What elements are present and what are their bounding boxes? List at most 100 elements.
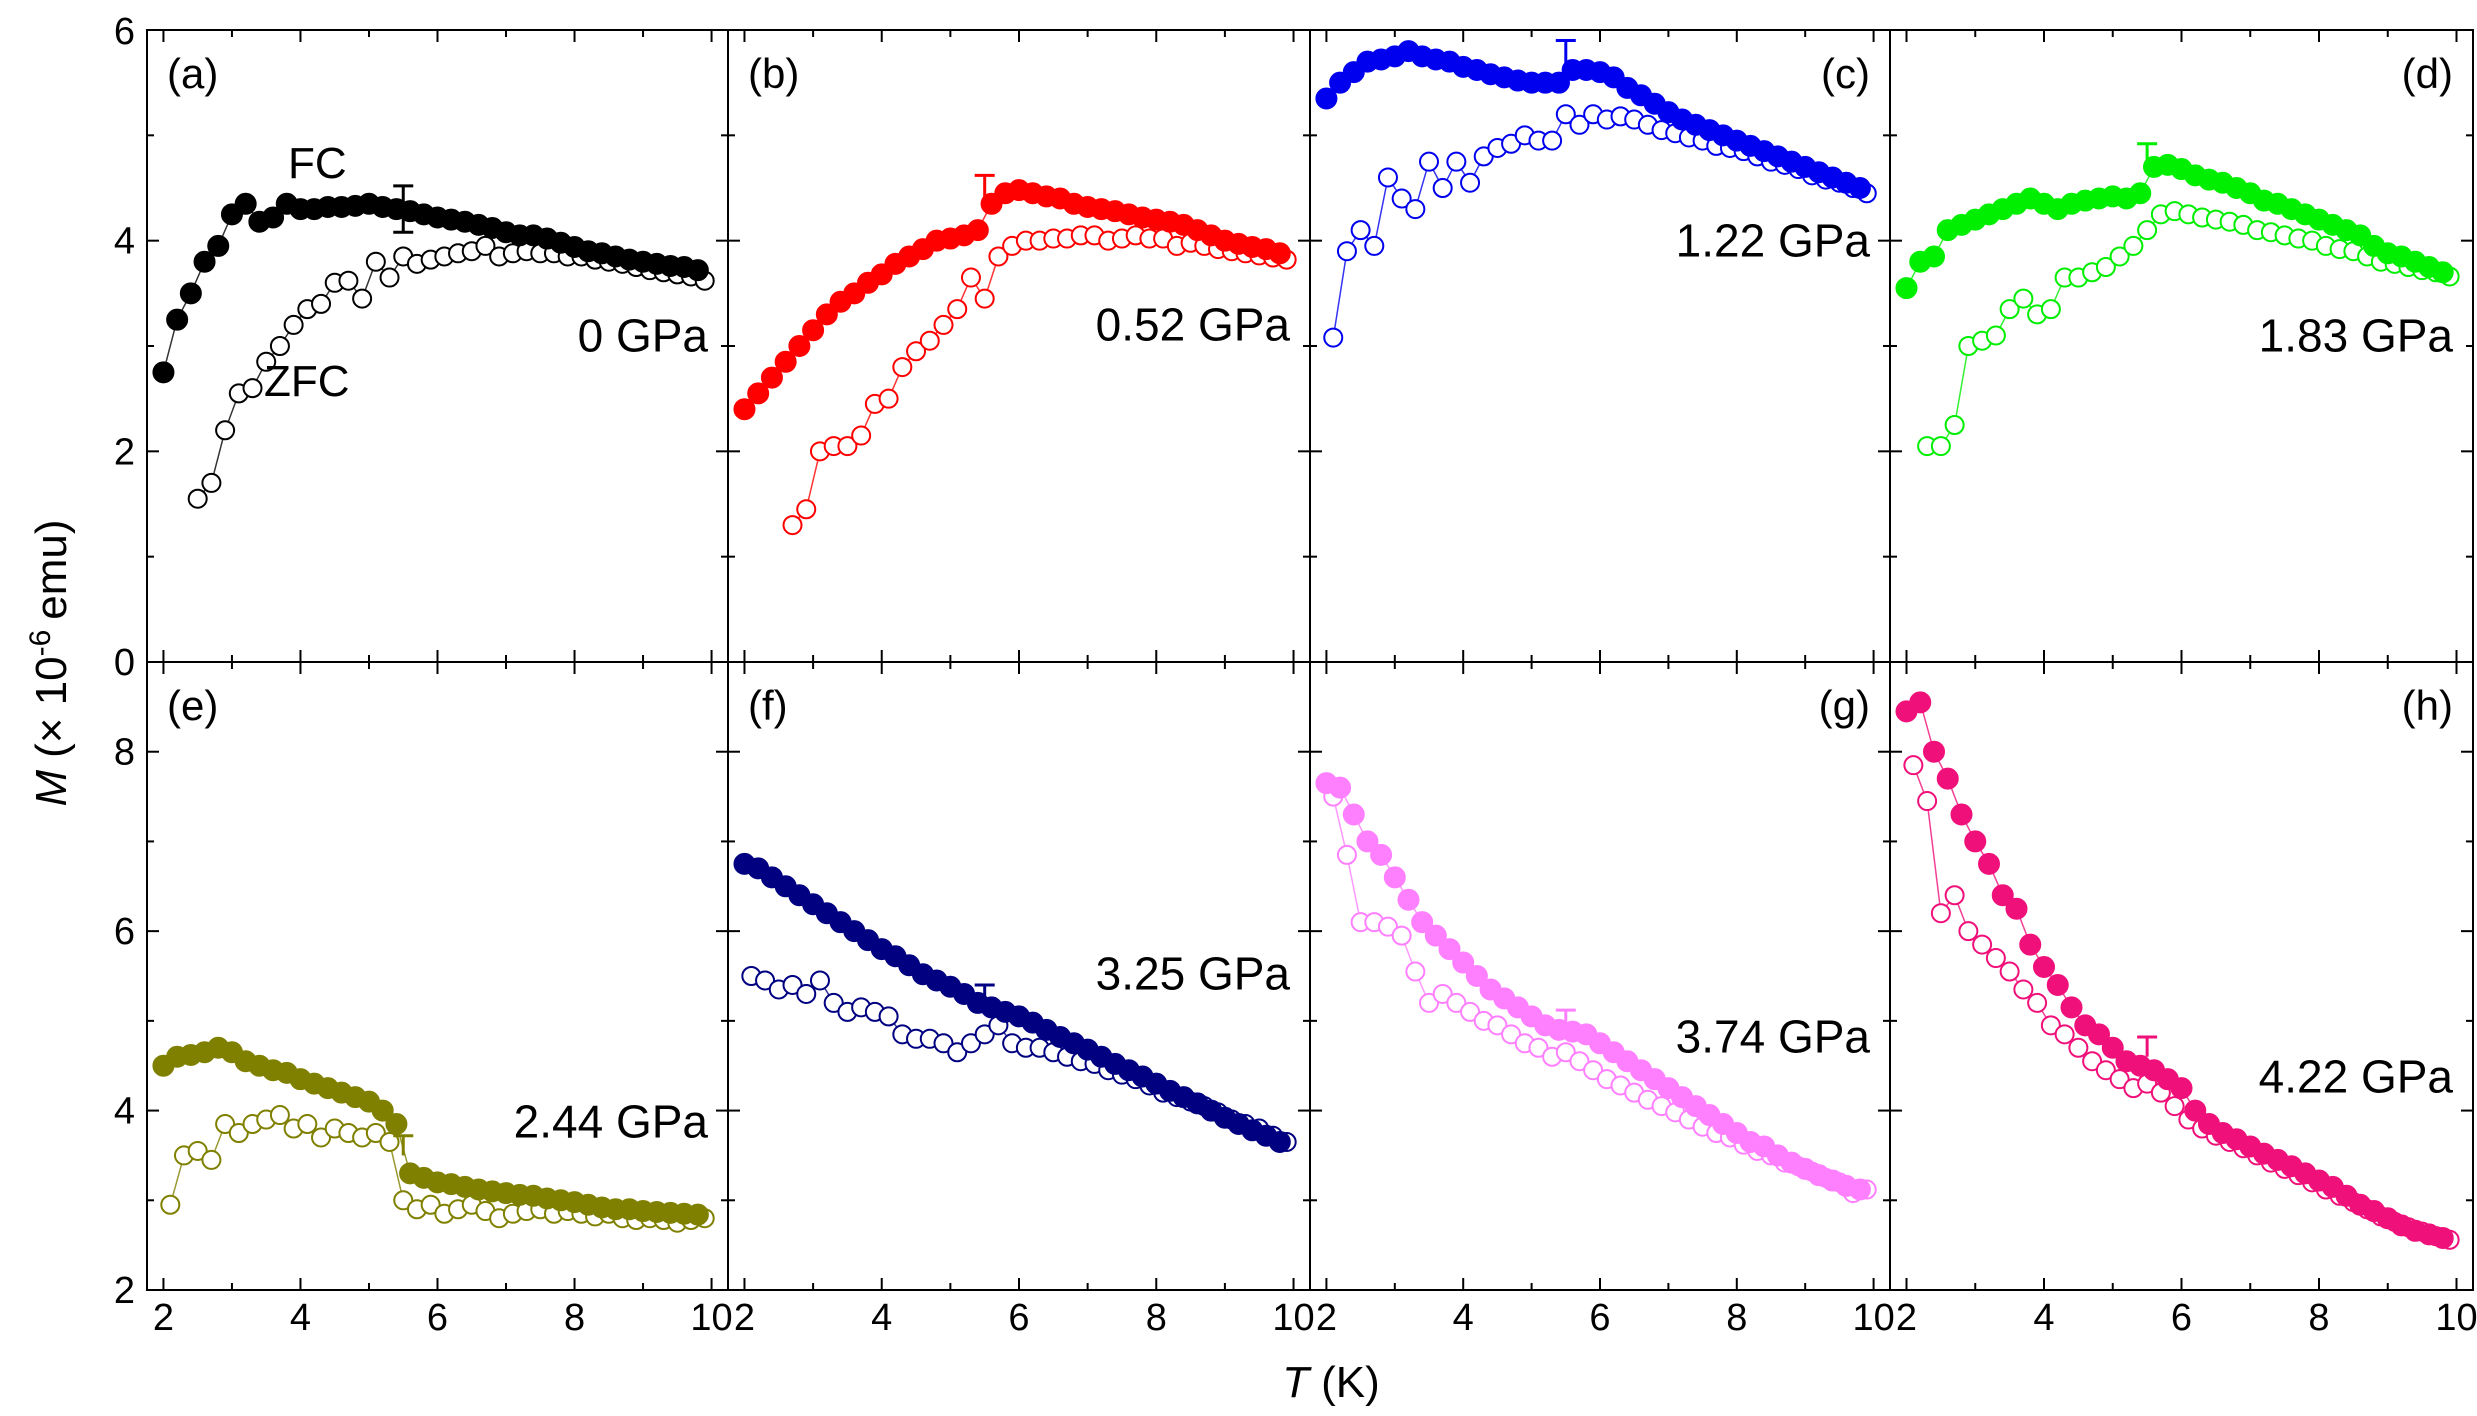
zfc-point xyxy=(365,251,386,272)
panel-letter: (g) xyxy=(1819,682,1870,729)
zfc-point xyxy=(1391,188,1412,209)
fc-point xyxy=(371,1099,394,1122)
y-tick-label: 4 xyxy=(114,1091,135,1133)
x-tick-label: 4 xyxy=(290,1297,311,1339)
x-tick-label: 6 xyxy=(1008,1297,1029,1339)
zfc-point xyxy=(755,970,776,991)
zfc-point xyxy=(2137,220,2158,241)
zfc-point xyxy=(974,288,995,309)
panel-frame xyxy=(1309,661,1891,1291)
panel-b: (b) 0.52 GPa xyxy=(727,29,1311,663)
zfc-point xyxy=(933,314,954,335)
zfc-point xyxy=(837,436,858,457)
fc-point xyxy=(207,234,230,257)
y-tick-label: 0 xyxy=(114,642,135,684)
zfc-point xyxy=(851,425,872,446)
fc-point xyxy=(1356,830,1379,853)
zfc-point xyxy=(1405,961,1426,982)
zfc-point xyxy=(311,1127,332,1148)
x-tick-label: 10 xyxy=(690,1297,732,1339)
fc-point xyxy=(1964,830,1987,853)
zfc-point xyxy=(1985,325,2006,346)
zfc-point xyxy=(1432,983,1453,1004)
fc-point xyxy=(1424,924,1447,947)
pressure-label: 3.25 GPa xyxy=(1096,947,1291,999)
x-tick-label: 8 xyxy=(564,1297,585,1339)
x-tick-label: 8 xyxy=(2308,1297,2329,1339)
fc-point xyxy=(1909,691,1932,714)
x-tick-label: 2 xyxy=(1316,1297,1337,1339)
zfc-point xyxy=(2109,1069,2130,1090)
pressure-label: 0.52 GPa xyxy=(1096,299,1291,351)
y-tick-label: 4 xyxy=(114,221,135,263)
zfc-point xyxy=(1323,327,1344,348)
zfc-point xyxy=(1569,114,1590,135)
y-tick-label: 2 xyxy=(114,1270,135,1312)
fc-point xyxy=(2005,897,2028,920)
fc-point xyxy=(166,308,189,331)
zfc-point xyxy=(160,1194,181,1215)
zfc-point xyxy=(1377,916,1398,937)
zfc-point xyxy=(782,974,803,995)
fc-point xyxy=(2019,933,2042,956)
x-tick-label: 4 xyxy=(2033,1297,2054,1339)
zfc-point xyxy=(1944,885,1965,906)
zfc-point xyxy=(1944,415,1965,435)
zfc-point xyxy=(1446,151,1467,172)
fc-point xyxy=(193,250,216,273)
zfc-point xyxy=(228,1123,249,1143)
fc-point xyxy=(234,192,257,215)
fc-point xyxy=(1936,767,1959,790)
zfc-point xyxy=(1999,299,2020,320)
zfc-point xyxy=(2040,1015,2061,1036)
zfc-point xyxy=(2109,246,2130,267)
zfc-point xyxy=(2054,1024,2075,1045)
zfc-point xyxy=(782,515,803,536)
panel-c: (c) 1.22 GPa xyxy=(1309,29,1891,663)
zfc-line xyxy=(1332,796,1867,1194)
zfc-point xyxy=(878,1006,899,1027)
fc-point xyxy=(1411,911,1434,934)
zfc-point xyxy=(1419,151,1440,172)
panel-frame xyxy=(146,661,729,1291)
zfc-point xyxy=(1528,1037,1549,1058)
fc-point xyxy=(2170,1077,2193,1100)
zfc-point xyxy=(1555,104,1576,125)
zfc-line xyxy=(1912,764,2450,1241)
zfc-point xyxy=(919,330,940,351)
panel-f: (f) 3.25 GPa xyxy=(727,661,1311,1291)
panel-d: (d) 1.83 GPa xyxy=(1889,29,2474,663)
fc-point xyxy=(1268,242,1291,265)
zfc-point xyxy=(1972,934,1993,955)
fc-point xyxy=(152,361,175,384)
fc-point xyxy=(760,366,783,389)
fc-point xyxy=(2088,1023,2110,1046)
x-tick-label: 4 xyxy=(1453,1297,1474,1339)
zfc-point xyxy=(1903,755,1924,776)
zfc-point xyxy=(988,246,1009,267)
fc-point xyxy=(2046,973,2069,996)
zfc-point xyxy=(2013,979,2034,1000)
x-tick-label: 6 xyxy=(1589,1297,1610,1339)
zfc-point xyxy=(906,341,927,362)
panel-letter: (d) xyxy=(2402,50,2453,97)
zfc-point xyxy=(1350,220,1371,241)
fc-annotation: FC xyxy=(288,139,347,188)
zfc-point xyxy=(1555,1042,1576,1063)
zfc-point xyxy=(201,472,222,493)
fc-point xyxy=(1370,843,1393,866)
zfc-point xyxy=(379,267,400,288)
zfc-point xyxy=(947,299,968,320)
pressure-label: 0 GPa xyxy=(578,309,709,361)
panel-letter: (b) xyxy=(748,50,799,97)
x-tick-label: 2 xyxy=(1896,1297,1917,1339)
panel-a: (a) 0 GPa xyxy=(146,29,729,663)
zfc-point xyxy=(311,293,332,314)
fc-point xyxy=(1848,1178,1871,1201)
zfc-point xyxy=(2040,299,2061,320)
zfc-point xyxy=(269,336,290,356)
zfc-point xyxy=(796,499,817,520)
x-tick-label: 2 xyxy=(153,1297,174,1339)
fc-point xyxy=(1950,803,1973,826)
